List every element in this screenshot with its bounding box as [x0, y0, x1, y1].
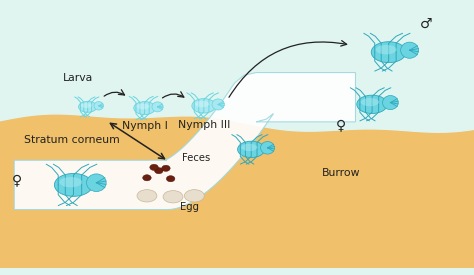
Ellipse shape	[79, 101, 97, 112]
Ellipse shape	[371, 42, 406, 63]
Text: ♀: ♀	[11, 173, 22, 187]
Ellipse shape	[361, 98, 379, 106]
Ellipse shape	[184, 190, 204, 202]
Text: Feces: Feces	[182, 153, 211, 163]
Ellipse shape	[152, 102, 163, 112]
Ellipse shape	[150, 164, 158, 170]
Ellipse shape	[357, 95, 387, 114]
Ellipse shape	[137, 104, 149, 109]
Ellipse shape	[134, 101, 155, 115]
Ellipse shape	[401, 42, 419, 58]
Text: Nymph I: Nymph I	[122, 121, 167, 131]
Ellipse shape	[162, 165, 170, 171]
Ellipse shape	[237, 141, 265, 158]
Ellipse shape	[143, 175, 151, 181]
Ellipse shape	[81, 103, 92, 108]
Bar	[0, 78, 474, 268]
Ellipse shape	[212, 99, 224, 110]
Text: Egg: Egg	[180, 202, 199, 213]
Ellipse shape	[87, 174, 106, 192]
Ellipse shape	[59, 177, 82, 187]
Ellipse shape	[94, 101, 103, 110]
Ellipse shape	[195, 101, 210, 107]
Ellipse shape	[166, 176, 175, 182]
Ellipse shape	[241, 144, 257, 151]
Ellipse shape	[192, 99, 216, 113]
Text: ♀: ♀	[336, 119, 346, 133]
Ellipse shape	[383, 95, 398, 110]
Ellipse shape	[137, 190, 157, 202]
Ellipse shape	[163, 191, 183, 203]
Ellipse shape	[55, 174, 92, 196]
Ellipse shape	[261, 142, 274, 154]
Text: ♂: ♂	[420, 17, 433, 31]
Text: Nymph III: Nymph III	[178, 120, 230, 130]
Text: Stratum corneum: Stratum corneum	[24, 135, 119, 145]
Ellipse shape	[376, 45, 397, 54]
Polygon shape	[14, 73, 356, 210]
Ellipse shape	[155, 167, 163, 174]
Text: Larva: Larva	[63, 73, 93, 83]
Text: Burrow: Burrow	[322, 168, 361, 178]
